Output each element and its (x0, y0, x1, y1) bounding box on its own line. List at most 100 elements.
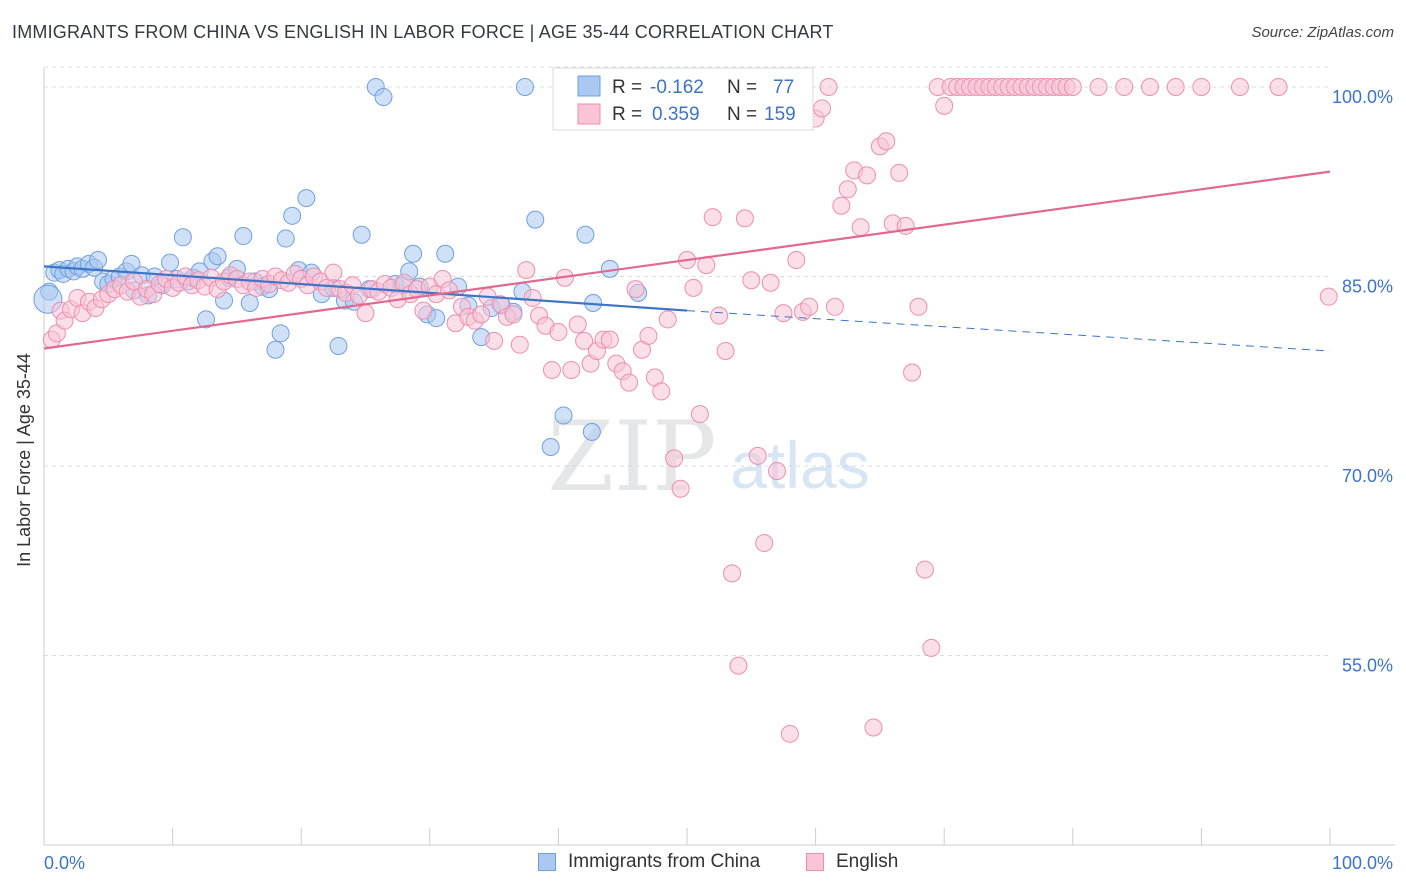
y-tick-label-2: 85.0% (1342, 276, 1393, 296)
point-1-82 (562, 360, 581, 379)
legend-r-label-china: R = (612, 77, 642, 98)
legend-item-english[interactable]: English (806, 851, 898, 873)
x-tick-label-1: 100.0% (1332, 853, 1393, 873)
y-tick-label-3: 100.0% (1332, 87, 1393, 107)
point-0-10 (89, 251, 108, 270)
trend-line-china-extrapolated (686, 310, 1331, 352)
point-1-83 (568, 315, 587, 334)
point-1-73 (504, 305, 523, 324)
grid-lines (44, 66, 1330, 656)
point-1-163 (1140, 77, 1159, 96)
legend-n-value-english: 159 (764, 104, 796, 125)
point-0-74 (576, 225, 595, 244)
point-1-107 (723, 564, 742, 583)
point-1-128 (858, 166, 877, 185)
point-1-165 (1192, 77, 1211, 96)
point-1-79 (542, 360, 561, 379)
tick-labels: 55.0% 70.0% 85.0% 100.0% 0.0% 100.0% (44, 87, 1393, 873)
point-1-63 (440, 281, 459, 300)
point-1-59 (414, 301, 433, 320)
point-1-98 (665, 449, 684, 468)
point-1-108 (729, 656, 748, 675)
point-1-161 (1089, 77, 1108, 96)
legend-swatch-english-bottom (806, 853, 824, 871)
point-1-124 (832, 196, 851, 215)
point-1-96 (652, 382, 671, 401)
point-1-106 (716, 342, 735, 361)
point-1-131 (877, 132, 896, 151)
point-1-138 (922, 638, 941, 657)
point-1-94 (639, 326, 658, 345)
point-0-54 (374, 88, 393, 107)
point-1-104 (703, 208, 722, 227)
point-1-74 (510, 335, 529, 354)
point-1-80 (549, 323, 568, 342)
point-0-24 (173, 228, 192, 247)
point-0-71 (526, 210, 545, 229)
point-1-112 (755, 534, 774, 553)
point-0-41 (276, 229, 295, 248)
point-1-97 (658, 310, 677, 329)
source-label: Source: ZipAtlas.com (1251, 24, 1394, 41)
legend-item-china[interactable]: Immigrants from China (538, 851, 760, 873)
legend-n-label-english: N = (727, 104, 757, 125)
point-0-72 (541, 438, 560, 457)
point-0-39 (266, 340, 285, 359)
point-1-121 (813, 99, 832, 118)
legend-label-english: English (836, 851, 899, 872)
point-1-127 (851, 218, 870, 237)
point-1-113 (761, 273, 780, 292)
point-0-73 (554, 406, 573, 425)
point-1-115 (774, 304, 793, 323)
point-1-45 (324, 263, 343, 282)
point-1-91 (620, 373, 639, 392)
point-1-110 (742, 271, 761, 290)
point-1-114 (768, 462, 787, 481)
x-tick-label-0: 0.0% (44, 853, 85, 873)
point-0-28 (197, 310, 216, 329)
point-0-51 (352, 225, 371, 244)
point-0-48 (329, 336, 348, 355)
point-1-135 (903, 363, 922, 382)
point-0-75 (582, 422, 601, 441)
point-1-166 (1230, 77, 1249, 96)
y-tick-label-1: 70.0% (1342, 466, 1393, 486)
point-1-125 (838, 180, 857, 199)
point-1-70 (485, 331, 504, 350)
point-1-133 (890, 163, 909, 182)
point-1-88 (600, 330, 619, 349)
point-1-168 (1319, 287, 1338, 306)
point-1-167 (1269, 77, 1288, 96)
legend-swatch-china-bottom (538, 853, 556, 871)
trend-line-china (43, 265, 688, 312)
legend-label-china: Immigrants from China (568, 851, 761, 872)
point-0-34 (234, 227, 253, 246)
point-1-84 (575, 331, 594, 350)
point-1-101 (684, 278, 703, 297)
point-1-68 (472, 305, 491, 324)
point-1-137 (915, 560, 934, 579)
point-0-70 (515, 77, 534, 96)
point-1-111 (748, 446, 767, 465)
point-1-102 (690, 405, 709, 424)
axes (43, 68, 1395, 846)
point-1-140 (935, 96, 954, 115)
legend-r-value-china: -0.162 (650, 77, 704, 98)
y-tick-label-0: 55.0% (1342, 655, 1393, 675)
point-1-116 (780, 724, 799, 743)
point-0-30 (208, 247, 227, 266)
point-1-123 (825, 297, 844, 316)
point-0-35 (240, 293, 259, 312)
point-1-92 (626, 280, 645, 299)
point-1-50 (356, 304, 375, 323)
trend-line-english (43, 170, 1331, 350)
point-0-62 (436, 244, 455, 263)
point-1-164 (1166, 77, 1185, 96)
point-1-105 (710, 306, 729, 325)
legend-swatch-english (577, 103, 601, 125)
watermark: ZIP atlas (547, 401, 869, 513)
legend-swatch-china (577, 75, 601, 97)
legend-n-value-china: 77 (773, 77, 794, 98)
legend-r-label-english: R = (612, 104, 642, 125)
